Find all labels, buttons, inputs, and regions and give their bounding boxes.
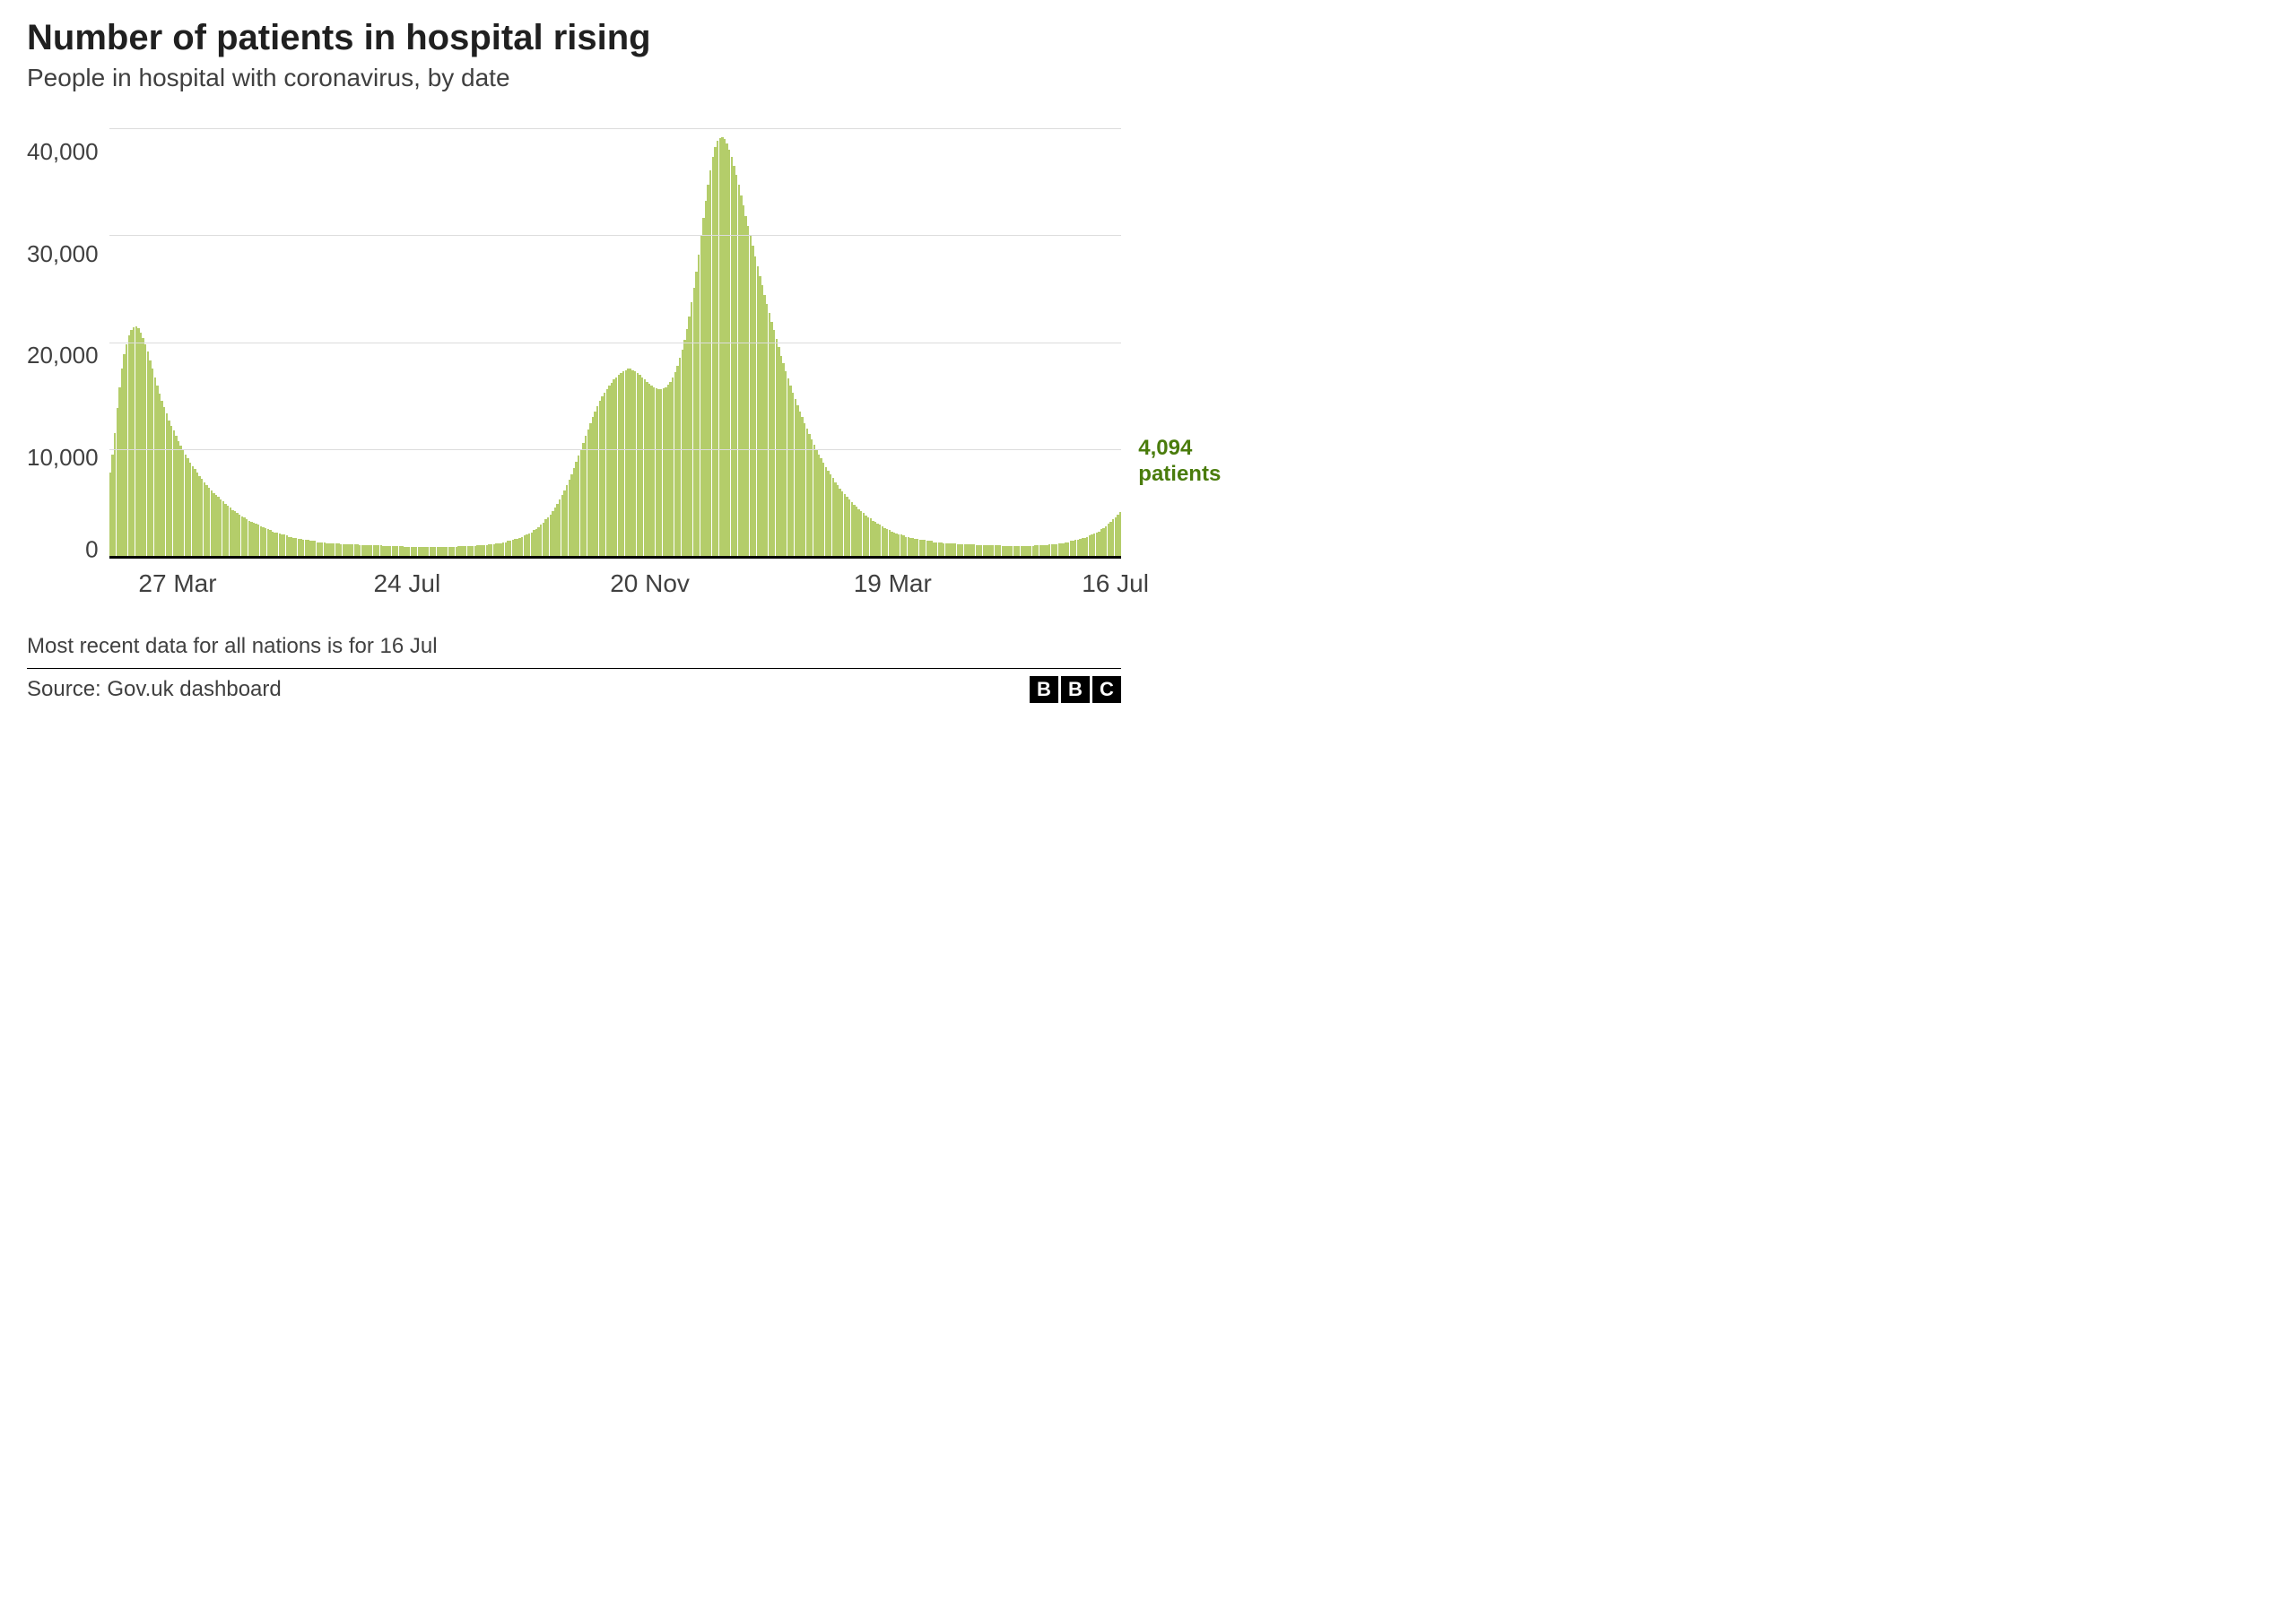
x-tick-label: 16 Jul	[1082, 569, 1149, 598]
bbc-logo-block: B	[1030, 676, 1058, 703]
bbc-logo: BBC	[1030, 676, 1121, 703]
annotation-value: 4,094	[1138, 436, 1221, 462]
bbc-logo-block: B	[1061, 676, 1090, 703]
x-axis: 27 Mar24 Jul20 Nov19 Mar16 Jul	[124, 569, 1121, 602]
plot-area: 4,094 patients	[109, 128, 1121, 559]
gridline	[109, 449, 1121, 450]
end-annotation: 4,094 patients	[1131, 436, 1221, 488]
y-tick-label: 20,000	[27, 343, 99, 367]
annotation-label: patients	[1138, 462, 1221, 488]
y-axis: 40,000 30,000 20,000 10,000 0	[27, 128, 109, 559]
x-tick-label: 24 Jul	[373, 569, 440, 598]
gridline	[109, 128, 1121, 129]
bar	[1119, 512, 1121, 556]
source-label: Source: Gov.uk dashboard	[27, 677, 282, 702]
y-tick-label: 10,000	[27, 446, 99, 469]
chart-subtitle: People in hospital with coronavirus, by …	[27, 64, 1121, 92]
chart-title: Number of patients in hospital rising	[27, 18, 1121, 58]
x-tick-label: 19 Mar	[854, 569, 932, 598]
y-tick-label: 30,000	[27, 242, 99, 265]
x-tick-label: 27 Mar	[138, 569, 216, 598]
bbc-logo-block: C	[1092, 676, 1121, 703]
x-tick-label: 20 Nov	[610, 569, 690, 598]
y-tick-label: 40,000	[27, 140, 99, 163]
footer: Source: Gov.uk dashboard BBC	[27, 676, 1121, 703]
gridline	[109, 235, 1121, 236]
y-tick-label: 0	[85, 538, 98, 561]
chart-container: 40,000 30,000 20,000 10,000 0 4,094 patients	[27, 128, 1121, 559]
footnote: Most recent data for all nations is for …	[27, 634, 1121, 669]
